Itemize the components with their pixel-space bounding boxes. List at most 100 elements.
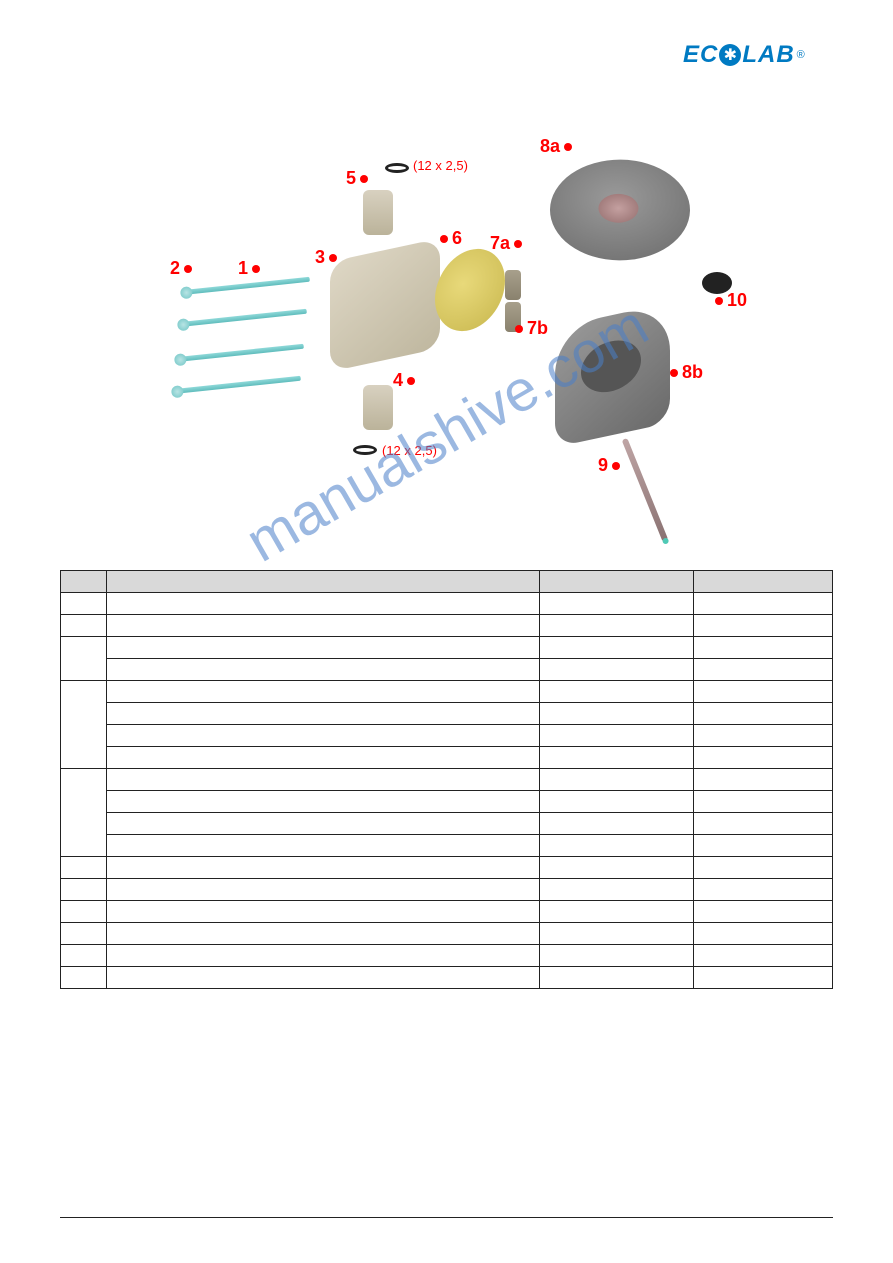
callout-7a: 7a	[490, 233, 522, 254]
part-motor-b-bore	[581, 335, 641, 398]
td-desc	[107, 769, 539, 791]
callout-number: 10	[727, 290, 747, 311]
callout-dot-icon	[670, 369, 678, 377]
td-desc	[107, 747, 539, 769]
th-desc	[107, 571, 539, 593]
part-valve-bottom	[363, 385, 393, 430]
td-art	[539, 593, 693, 615]
td-qty	[694, 813, 833, 835]
td-qty	[694, 769, 833, 791]
callout-2: 2	[170, 258, 192, 279]
diagram-canvas: 2 1 3 4 (12 x 2,5) 5 (1	[110, 100, 790, 540]
table-body	[61, 593, 833, 989]
td-desc	[107, 945, 539, 967]
td-qty	[694, 725, 833, 747]
callout-dot-icon	[252, 265, 260, 273]
td-desc	[107, 813, 539, 835]
callout-number: 7a	[490, 233, 510, 254]
td-art	[539, 703, 693, 725]
td-qty	[694, 659, 833, 681]
footer-divider	[60, 1217, 833, 1218]
td-pos	[61, 879, 107, 901]
part-screw-head	[177, 318, 190, 331]
td-art	[539, 681, 693, 703]
table-row	[61, 703, 833, 725]
callout-9: 9	[598, 455, 620, 476]
td-desc	[107, 835, 539, 857]
td-pos	[61, 593, 107, 615]
brand-logo: EC ✱ LAB ®	[683, 40, 833, 70]
td-qty	[694, 747, 833, 769]
td-desc	[107, 593, 539, 615]
td-qty	[694, 945, 833, 967]
callout-7b: 7b	[515, 318, 548, 339]
table-row	[61, 681, 833, 703]
callout-dot-icon	[360, 175, 368, 183]
table-row	[61, 879, 833, 901]
callout-8a: 8a	[540, 136, 572, 157]
table-row	[61, 615, 833, 637]
td-desc	[107, 615, 539, 637]
part-housing	[330, 238, 440, 371]
td-desc	[107, 681, 539, 703]
table-row	[61, 769, 833, 791]
part-screw	[184, 344, 304, 362]
logo-text-right: LAB	[742, 41, 794, 69]
table-row	[61, 659, 833, 681]
callout-dot-icon	[184, 265, 192, 273]
td-pos	[61, 923, 107, 945]
td-art	[539, 967, 693, 989]
td-qty	[694, 637, 833, 659]
part-screw-head	[171, 385, 184, 398]
callout-number: 3	[315, 247, 325, 268]
table-row	[61, 835, 833, 857]
part-diaphragm	[435, 241, 505, 340]
td-qty	[694, 901, 833, 923]
td-pos	[61, 901, 107, 923]
callout-number: 4	[393, 370, 403, 391]
part-sensor-tip	[662, 537, 670, 545]
parts-table	[60, 570, 833, 989]
td-desc	[107, 901, 539, 923]
td-desc	[107, 637, 539, 659]
td-qty	[694, 923, 833, 945]
td-desc	[107, 857, 539, 879]
td-art	[539, 791, 693, 813]
td-art	[539, 901, 693, 923]
td-desc	[107, 659, 539, 681]
part-sensor	[622, 438, 669, 542]
td-desc	[107, 703, 539, 725]
callout-number: 8b	[682, 362, 703, 383]
td-qty	[694, 703, 833, 725]
table-row	[61, 945, 833, 967]
callout-1: 1	[238, 258, 260, 279]
table-row	[61, 791, 833, 813]
callout-10: 10	[715, 290, 747, 311]
td-art	[539, 725, 693, 747]
td-desc	[107, 791, 539, 813]
td-qty	[694, 879, 833, 901]
callout-3: 3	[315, 247, 337, 268]
td-desc	[107, 967, 539, 989]
callout-5-dim: (12 x 2,5)	[413, 158, 468, 173]
table-row	[61, 813, 833, 835]
td-pos	[61, 967, 107, 989]
td-qty	[694, 615, 833, 637]
part-oring-bottom	[353, 445, 377, 455]
logo-registered: ®	[797, 49, 805, 61]
callout-dot-icon	[407, 377, 415, 385]
part-oring-top	[385, 163, 409, 173]
callout-4: 4	[393, 370, 415, 391]
part-screw-head	[180, 286, 193, 299]
callout-dot-icon	[612, 462, 620, 470]
part-screw-head	[174, 353, 187, 366]
callout-number: 6	[452, 228, 462, 249]
table-row	[61, 923, 833, 945]
logo-glyph-icon: ✱	[719, 44, 741, 66]
table-header-row	[61, 571, 833, 593]
table-row	[61, 967, 833, 989]
td-art	[539, 879, 693, 901]
td-qty	[694, 835, 833, 857]
td-art	[539, 637, 693, 659]
table-header	[61, 571, 833, 593]
